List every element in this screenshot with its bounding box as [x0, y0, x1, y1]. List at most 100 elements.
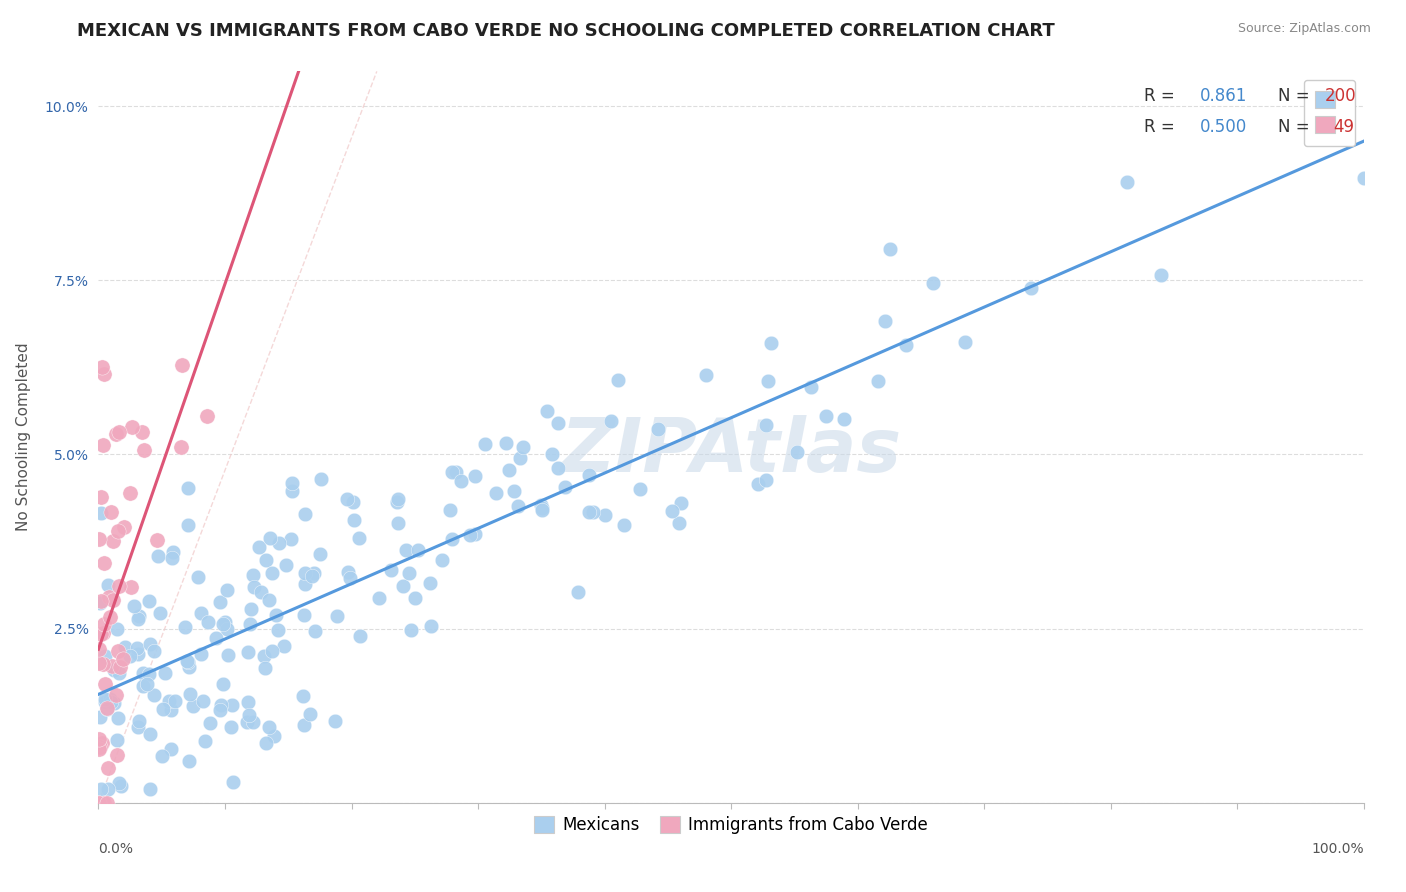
Point — [105, 748, 128, 763]
Point — [190, 647, 212, 661]
Point — [292, 718, 315, 732]
Point — [90, 359, 112, 374]
Point — [531, 503, 554, 517]
Point — [873, 314, 896, 328]
Point — [138, 666, 160, 681]
Y-axis label: No Schooling Completed: No Schooling Completed — [15, 343, 31, 532]
Point — [176, 654, 198, 668]
Point — [419, 576, 441, 591]
Point — [404, 591, 426, 605]
Point — [98, 590, 121, 604]
Point — [107, 644, 129, 658]
Point — [100, 695, 122, 709]
Point — [146, 549, 169, 564]
Point — [755, 417, 778, 432]
Point — [267, 535, 290, 549]
Point — [107, 733, 129, 747]
Point — [299, 706, 322, 721]
Text: 49: 49 — [1333, 118, 1354, 136]
Point — [894, 338, 917, 352]
Point — [136, 676, 159, 690]
Point — [93, 617, 115, 632]
Point — [94, 677, 117, 691]
Point — [89, 656, 111, 670]
Text: N =: N = — [1278, 118, 1309, 136]
Point — [236, 695, 259, 709]
Point — [165, 694, 187, 708]
Point — [177, 481, 200, 495]
Point — [512, 440, 534, 454]
Point — [114, 640, 136, 654]
Point — [90, 490, 112, 504]
Point — [120, 580, 142, 594]
Point — [236, 644, 259, 658]
Point — [101, 533, 124, 548]
Point — [450, 474, 472, 488]
Point — [756, 375, 779, 389]
Point — [254, 736, 277, 750]
Point — [90, 736, 112, 750]
Point — [162, 545, 184, 559]
Point — [385, 495, 408, 509]
Point — [195, 409, 218, 424]
Point — [509, 450, 531, 465]
Point — [138, 594, 160, 608]
Point — [132, 679, 155, 693]
Point — [600, 414, 623, 428]
Point — [93, 367, 115, 381]
Point — [209, 698, 232, 712]
Point — [138, 727, 160, 741]
Point — [349, 629, 371, 643]
Point — [139, 637, 162, 651]
Point — [879, 242, 901, 256]
Point — [212, 617, 235, 632]
Point — [254, 661, 277, 675]
Point — [96, 701, 118, 715]
Point — [304, 624, 326, 638]
Point — [367, 591, 389, 606]
Point — [89, 740, 111, 755]
Point — [536, 404, 558, 418]
Point — [87, 533, 110, 547]
Point — [419, 619, 441, 633]
Point — [132, 666, 155, 681]
Point — [127, 720, 149, 734]
Point — [110, 780, 132, 794]
Point — [103, 696, 125, 710]
Point — [294, 607, 316, 622]
Point — [208, 594, 231, 608]
Point — [294, 508, 316, 522]
Text: Source: ZipAtlas.com: Source: ZipAtlas.com — [1237, 22, 1371, 36]
Point — [107, 524, 129, 538]
Point — [1021, 281, 1043, 295]
Point — [336, 491, 359, 506]
Point — [235, 714, 257, 729]
Point — [181, 699, 204, 714]
Point — [97, 578, 120, 592]
Point — [214, 615, 236, 629]
Point — [132, 443, 155, 458]
Point — [209, 703, 232, 717]
Text: R =: R = — [1144, 118, 1175, 136]
Point — [87, 641, 110, 656]
Point — [118, 648, 141, 663]
Point — [281, 483, 304, 498]
Point — [98, 691, 121, 706]
Point — [93, 556, 115, 570]
Point — [142, 688, 165, 702]
Point — [96, 796, 118, 810]
Point — [89, 710, 111, 724]
Point — [387, 516, 409, 530]
Point — [866, 374, 889, 388]
Point — [567, 585, 589, 599]
Point — [125, 640, 148, 655]
Point — [200, 715, 222, 730]
Point — [266, 607, 288, 622]
Point — [107, 425, 129, 440]
Point — [221, 698, 243, 712]
Point — [197, 615, 219, 630]
Point — [98, 610, 121, 624]
Point — [110, 660, 132, 674]
Point — [93, 796, 115, 810]
Point — [239, 617, 262, 632]
